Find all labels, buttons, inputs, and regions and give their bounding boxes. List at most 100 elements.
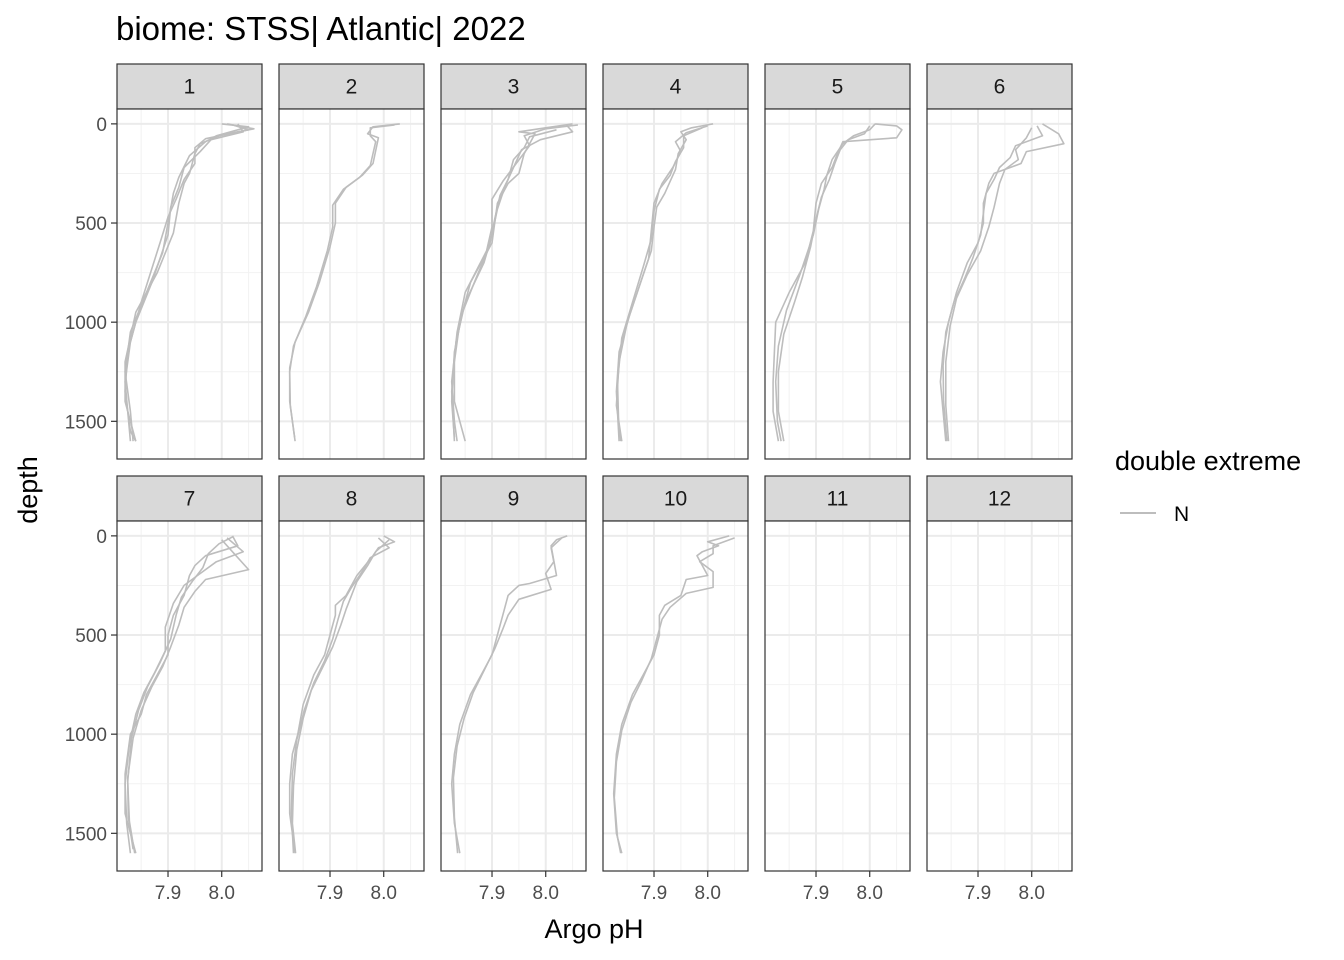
y-tick-label: 500 <box>75 214 107 235</box>
facet-strip <box>278 475 425 522</box>
y-tick-label: 1500 <box>65 412 107 433</box>
panel-background <box>765 521 910 871</box>
x-axis-title: Argo pH <box>544 914 643 944</box>
panel-border <box>764 520 911 872</box>
panel-border <box>116 108 263 460</box>
y-tick-label: 500 <box>75 626 107 647</box>
panel-background <box>117 521 262 871</box>
facet-strip-label: 1 <box>184 76 196 99</box>
profile-line <box>452 537 563 854</box>
x-tick-label: 7.9 <box>965 883 991 904</box>
y-tick-label: 0 <box>96 527 107 548</box>
x-tick-label: 7.9 <box>317 883 343 904</box>
x-axes: 7.9 8.0 7.9 8.0 7.9 8.0 7.9 8.0 7.9 8.0 7.9 8.0 <box>155 871 1045 904</box>
panel-border <box>440 520 587 872</box>
profile-line <box>939 123 1065 442</box>
x-tick-label: 8.0 <box>695 883 721 904</box>
profile-line <box>612 535 730 854</box>
profile-line <box>616 127 703 442</box>
facet-panel: 7 <box>116 475 263 872</box>
facet-panels: 1 2 3 4 5 67 8 9 10 11 12 <box>116 63 1073 872</box>
facet-strip-label: 9 <box>508 488 520 511</box>
y-tick-label: 1000 <box>65 725 107 746</box>
panel-background <box>279 109 424 459</box>
facet-panel: 6 <box>926 63 1073 460</box>
legend: double extreme N <box>1115 446 1301 526</box>
facet-strip-label: 8 <box>346 488 358 511</box>
panel-border <box>602 108 749 460</box>
profile-line <box>613 537 735 854</box>
y-tick-label: 1000 <box>65 313 107 334</box>
facet-strip-label: 2 <box>346 76 358 99</box>
x-tick-label: 7.9 <box>803 883 829 904</box>
panel-border <box>440 108 587 460</box>
y-tick-label: 0 <box>96 115 107 136</box>
facet-strip <box>278 63 425 110</box>
panel-border <box>116 520 263 872</box>
y-axes: 0 500 1000 1500 0 500 1000 1500 <box>65 115 117 845</box>
facet-strip-label: 10 <box>664 488 687 511</box>
facet-strip <box>764 63 911 110</box>
y-axis-title: depth <box>13 456 43 524</box>
profile-line <box>945 127 1033 442</box>
panel-background <box>927 521 1072 871</box>
x-tick-label: 8.0 <box>209 883 235 904</box>
facet-strip-label: 3 <box>508 76 520 99</box>
facet-strip <box>602 63 749 110</box>
facet-strip-label: 5 <box>832 76 844 99</box>
profile-line <box>290 537 390 854</box>
facet-panel: 12 <box>926 475 1073 872</box>
profile-line <box>124 124 250 442</box>
facet-strip <box>602 475 749 522</box>
facet-panel: 4 <box>602 63 749 460</box>
facet-panel: 2 <box>278 63 425 460</box>
facet-panel: 10 <box>602 475 749 872</box>
legend-label: N <box>1174 503 1189 526</box>
y-tick-label: 1500 <box>65 824 107 845</box>
profile-line <box>777 125 871 442</box>
facet-panel: 8 <box>278 475 425 872</box>
facet-strip <box>116 475 263 522</box>
panel-background <box>279 521 424 871</box>
facet-panel: 3 <box>440 63 587 460</box>
panel-background <box>765 109 910 459</box>
panel-border <box>926 108 1073 460</box>
profile-line <box>450 129 557 438</box>
x-tick-label: 7.9 <box>155 883 181 904</box>
profile-line <box>772 123 903 442</box>
profile-line <box>291 539 390 854</box>
panel-border <box>278 520 425 872</box>
facet-strip <box>926 63 1073 110</box>
facet-strip-label: 7 <box>184 488 196 511</box>
panel-border <box>602 520 749 872</box>
x-tick-label: 7.9 <box>479 883 505 904</box>
panel-border <box>764 108 911 460</box>
profile-line <box>126 536 233 854</box>
facet-panel: 1 <box>116 63 263 460</box>
x-tick-label: 7.9 <box>641 883 667 904</box>
x-tick-label: 8.0 <box>533 883 559 904</box>
legend-title: double extreme <box>1115 446 1301 476</box>
facet-panel: 9 <box>440 475 587 872</box>
facet-strip <box>116 63 263 110</box>
profile-line <box>942 125 1044 442</box>
panel-background <box>927 109 1072 459</box>
x-tick-label: 8.0 <box>371 883 397 904</box>
facet-strip-label: 12 <box>988 488 1011 511</box>
facet-strip-label: 6 <box>994 76 1006 99</box>
facet-panel: 11 <box>764 475 911 872</box>
profile-line <box>288 124 395 438</box>
panel-background <box>441 521 586 871</box>
facet-strip-label: 11 <box>827 488 849 511</box>
facet-strip-label: 4 <box>670 76 682 99</box>
x-tick-label: 8.0 <box>857 883 883 904</box>
x-tick-label: 8.0 <box>1019 883 1045 904</box>
panel-border <box>926 520 1073 872</box>
facet-strip <box>440 63 587 110</box>
chart-title: biome: STSS| Atlantic| 2022 <box>116 10 526 47</box>
profile-line <box>450 535 568 854</box>
facet-panel: 5 <box>764 63 911 460</box>
panel-background <box>603 521 748 871</box>
panel-border <box>278 108 425 460</box>
